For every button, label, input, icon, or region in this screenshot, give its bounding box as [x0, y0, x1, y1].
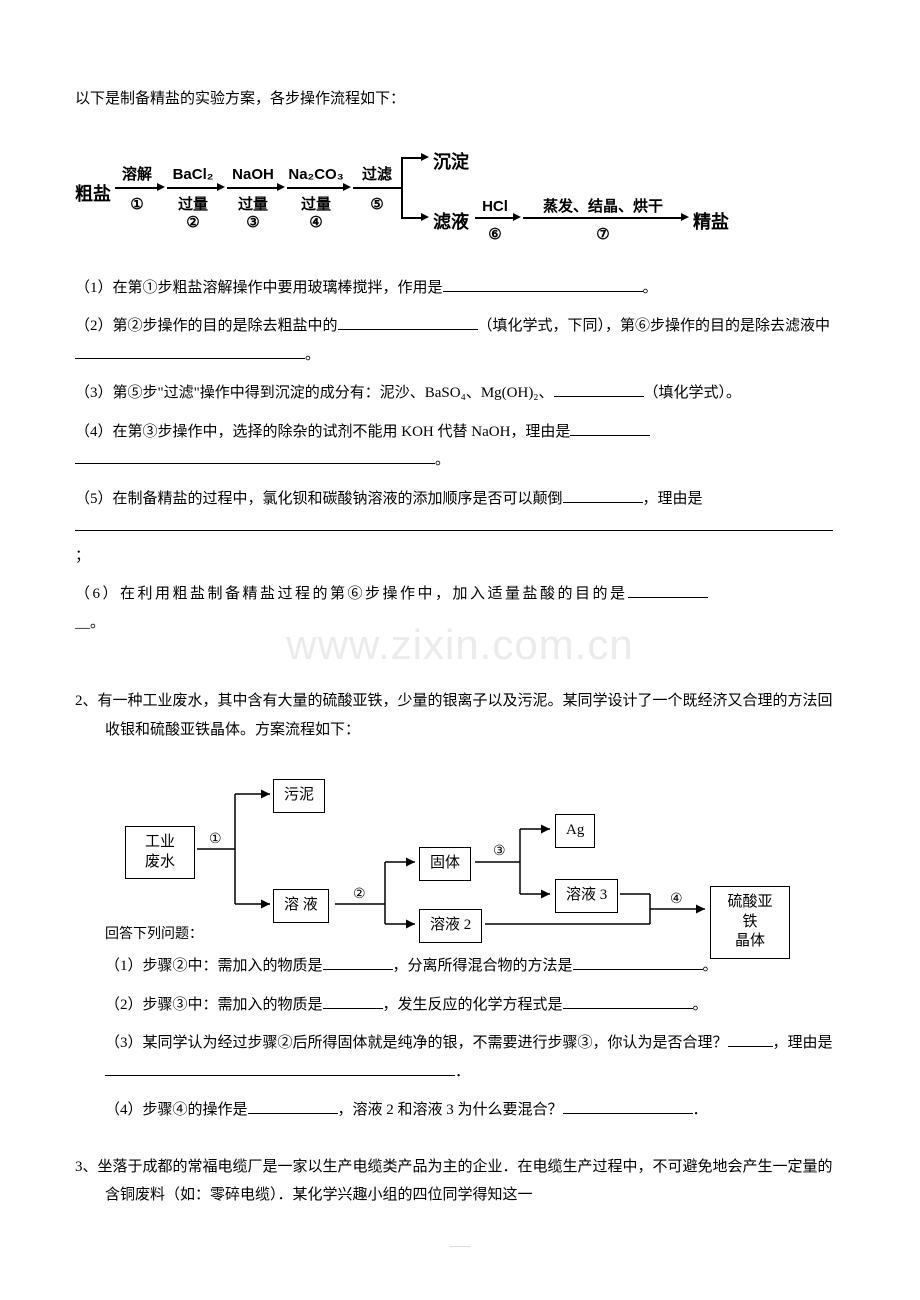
box-ag: Ag — [555, 814, 595, 848]
q2-2a: （2）步骤③中：需加入的物质是 — [105, 997, 323, 1013]
blank — [628, 583, 708, 598]
flow1-start: 粗盐 — [75, 177, 111, 211]
flow2-c3: ③ — [493, 839, 506, 866]
box-sol3: 溶液 3 — [555, 879, 618, 913]
flow2-c1: ① — [209, 827, 222, 854]
q2-3: （3）某同学认为经过步骤②后所得固体就是纯净的银，不需要进行步骤③，你认为是否合… — [75, 1029, 845, 1086]
flow1-step7-below: ⑦ — [523, 221, 683, 250]
q2-4: （4）步骤④的操作是 ，溶液 2 和溶液 3 为什么要混合？ ． — [75, 1096, 845, 1125]
q1-5c: ； — [75, 548, 90, 564]
q2-1c: 。 — [703, 958, 718, 974]
q3: 3、坐落于成都的常福电缆厂是一家以生产电缆类产品为主的企业．在电缆生产过程中，不… — [75, 1153, 845, 1210]
flow-diagram-1: 粗盐 溶解 ① BaCl₂ 过量 ② NaOH 过量 ③ Na₂CO₃ 过量 ④… — [75, 139, 845, 249]
q2-1a: （1）步骤②中：需加入的物质是 — [105, 958, 323, 974]
q2-intro-text: 2、有一种工业废水，其中含有大量的硫酸亚铁，少量的银离子以及污泥。某同学设计了一… — [75, 693, 833, 738]
blank — [338, 315, 478, 330]
q1-2: （2）第②步操作的目的是除去粗盐中的 （填化学式，下同），第⑥步操作的目的是除去滤… — [75, 312, 845, 369]
q1-3b: （填化学式）。 — [644, 385, 742, 401]
blank — [563, 994, 693, 1009]
blank — [75, 344, 305, 359]
box-solution: 溶 液 — [273, 889, 329, 923]
box-crystal-label: 硫酸亚铁 晶体 — [727, 894, 772, 949]
q2-3b: ，理由是 — [773, 1035, 833, 1051]
box-sol2: 溶液 2 — [419, 909, 482, 943]
blank — [323, 955, 393, 970]
flow1-step5-above: 过滤 — [353, 161, 401, 190]
q2-2b: ，发生反应的化学方程式是 — [383, 997, 563, 1013]
blank — [75, 449, 435, 464]
q1-3: （3）第⑤步"过滤"操作中得到沉淀的成分有：泥沙、BaSO₄、Mg(OH)₂、 （… — [75, 379, 845, 408]
q1-5a: （5）在制备精盐的过程中，氯化钡和碳酸钠溶液的添加顺序是否可以颠倒 — [75, 491, 563, 507]
blank — [105, 1061, 455, 1076]
flow1-step1-above: 溶解 — [115, 161, 159, 190]
box-waste-label: 工业 废水 — [145, 834, 175, 870]
q2-answer-label: 回答下列问题： — [105, 922, 203, 949]
flow1-step1-below: ① — [115, 191, 159, 220]
box-solid: 固体 — [419, 847, 471, 881]
q1-4: （4）在第③步操作中，选择的除杂的试剂不能用 KOH 代替 NaOH，理由是。 — [75, 418, 845, 475]
q3-text: 3、坐落于成都的常福电缆厂是一家以生产电缆类产品为主的企业．在电缆生产过程中，不… — [75, 1159, 833, 1204]
flow1-branch-top: 沉淀 — [433, 145, 469, 179]
q2-intro: 2、有一种工业废水，其中含有大量的硫酸亚铁，少量的银离子以及污泥。某同学设计了一… — [75, 687, 845, 744]
blank — [323, 994, 383, 1009]
blank — [443, 277, 643, 292]
q2-2c: 。 — [693, 997, 708, 1013]
q1-6: （6）在利用粗盐制备精盐过程的第⑥步操作中，加入适量盐酸的目的是__。 — [75, 580, 845, 637]
flow2-c4: ④ — [670, 887, 683, 914]
flow1-step3-above: NaOH — [227, 161, 279, 190]
blank — [728, 1032, 773, 1047]
q1-5b: ，理由是 — [643, 491, 703, 507]
box-crystal: 硫酸亚铁 晶体 — [710, 886, 790, 959]
q1-5: （5）在制备精盐的过程中，氯化钡和碳酸钠溶液的添加顺序是否可以颠倒 ，理由是 ； — [75, 485, 845, 571]
q1-2b: （填化学式，下同），第⑥步操作的目的是除去滤液中 — [478, 318, 831, 334]
flow1-step7-above: 蒸发、结晶、烘干 — [523, 193, 683, 222]
box-sludge: 污泥 — [273, 779, 325, 813]
flow1-step5-mid: ⑤ — [353, 191, 401, 220]
page-content: 以下是制备精盐的实验方案，各步操作流程如下： 粗盐 溶解 ① BaCl₂ 过量 … — [75, 85, 845, 1210]
q1-2a: （2）第②步操作的目的是除去粗盐中的 — [75, 318, 338, 334]
flow1-step2-below: ② — [167, 209, 219, 238]
flow1-step6-above: HCl — [475, 193, 515, 222]
blank — [75, 516, 833, 531]
q1-4b: 。 — [435, 452, 450, 468]
q2-4c: ． — [693, 1102, 708, 1118]
flow-diagram-2: 工业 废水 污泥 溶 液 固体 溶液 2 Ag 溶液 3 硫酸亚铁 晶体 ① ②… — [105, 754, 845, 944]
q1-1a: （1）在第①步粗盐溶解操作中要用玻璃棒搅拌，作用是 — [75, 280, 443, 296]
q1-3a: （3）第⑤步"过滤"操作中得到沉淀的成分有：泥沙、BaSO₄、Mg(OH)₂、 — [75, 385, 554, 401]
q2-4b: ，溶液 2 和溶液 3 为什么要混合？ — [338, 1102, 563, 1118]
q1-6b: 。 — [90, 615, 105, 631]
blank — [563, 1099, 693, 1114]
q2-2: （2）步骤③中：需加入的物质是 ，发生反应的化学方程式是 。 — [75, 991, 845, 1020]
flow1-step4-above: Na₂CO₃ — [287, 161, 345, 190]
flow2-c2: ② — [353, 882, 366, 909]
q2-1b: ，分离所得混合物的方法是 — [393, 958, 573, 974]
q1-4a: （4）在第③步操作中，选择的除杂的试剂不能用 KOH 代替 NaOH，理由是 — [75, 424, 570, 440]
blank — [554, 382, 644, 397]
page-footer: —— — [450, 1237, 470, 1256]
flow1-step4-below: ④ — [287, 209, 345, 238]
q1-2c: 。 — [305, 347, 320, 363]
q2-4a: （4）步骤④的操作是 — [105, 1102, 248, 1118]
blank — [248, 1099, 338, 1114]
flow1-branch-bot: 滤液 — [433, 205, 469, 239]
blank — [573, 955, 703, 970]
intro-text: 以下是制备精盐的实验方案，各步操作流程如下： — [75, 85, 845, 114]
flow1-end: 精盐 — [693, 205, 729, 239]
q1-1b: 。 — [643, 280, 658, 296]
q1-1: （1）在第①步粗盐溶解操作中要用玻璃棒搅拌，作用是 。 — [75, 274, 845, 303]
flow1-step2-above: BaCl₂ — [167, 161, 219, 190]
blank — [570, 421, 650, 436]
flow1-step3-below: ③ — [227, 209, 279, 238]
blank — [563, 488, 643, 503]
box-waste: 工业 废水 — [125, 826, 195, 879]
q1-6a: （6）在利用粗盐制备精盐过程的第⑥步操作中，加入适量盐酸的目的是 — [75, 586, 628, 602]
q2-3a: （3）某同学认为经过步骤②后所得固体就是纯净的银，不需要进行步骤③，你认为是否合… — [105, 1035, 728, 1051]
q2-3c: ． — [455, 1064, 470, 1080]
flow1-step6-below: ⑥ — [475, 221, 515, 250]
